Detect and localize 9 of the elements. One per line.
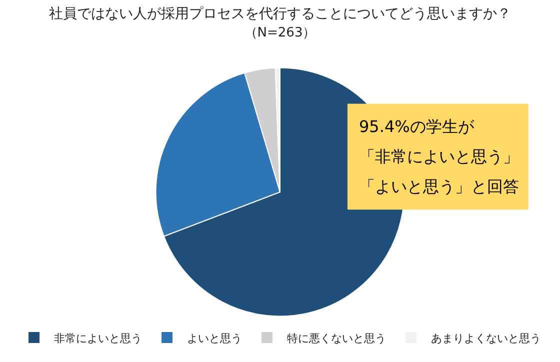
text: 「非常によいと思う」: [359, 147, 519, 166]
chart-subtitle: （N=263）: [244, 25, 316, 40]
legend-label: 特に悪くないと思う: [287, 332, 386, 345]
text: 「よいと思う」と回答: [359, 177, 519, 196]
legend-label: あまりよくないと思う: [431, 332, 541, 345]
legend-label: よいと思う: [187, 332, 242, 345]
legend-label: 非常によいと思う: [54, 332, 142, 345]
chart-title: 社員ではない人が採用プロセスを代行することについてどう思いますか？: [49, 6, 511, 22]
text: 95.4%の学生が: [359, 117, 475, 136]
